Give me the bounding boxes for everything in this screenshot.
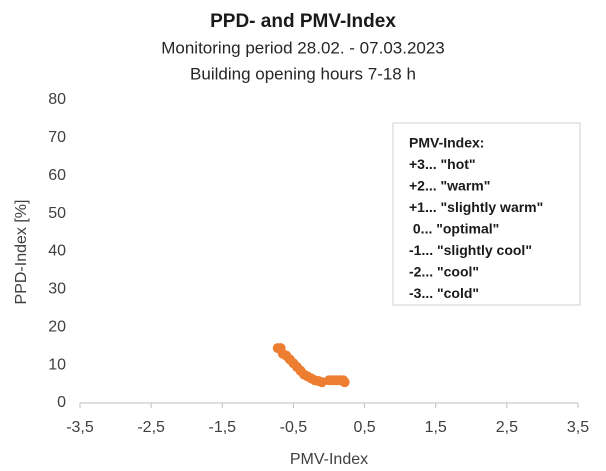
x-tick-label: 3,5: [567, 419, 589, 436]
annotation-box: [392, 122, 581, 306]
y-tick-label: 40: [48, 243, 66, 260]
x-tick-label: 2,5: [496, 419, 518, 436]
x-axis-label: PMV-Index: [290, 451, 368, 468]
y-axis-label: PPD-Index [%]: [13, 200, 30, 305]
x-tick-label: -3,5: [66, 419, 94, 436]
x-tick-label: -0,5: [280, 419, 308, 436]
subtitle: Monitoring period 28.02. - 07.03.2023: [161, 38, 445, 57]
point: [339, 377, 350, 388]
x-tick-label: 1,5: [425, 419, 447, 436]
x-tick-label: -2,5: [137, 419, 165, 436]
y-tick-label: 20: [48, 318, 66, 335]
annotation-line: 0... "optimal": [409, 221, 499, 237]
annotation-line: -3... "cold": [409, 285, 479, 301]
y-tick-label: 80: [48, 91, 66, 108]
y-tick-label: 0: [57, 394, 66, 411]
chart-title: PPD- and PMV-Index: [210, 11, 396, 32]
y-tick-label: 70: [48, 129, 66, 146]
subtitle: Building opening hours 7-18 h: [190, 64, 416, 83]
y-tick-label: 30: [48, 281, 66, 298]
x-tick-label: 0,5: [353, 419, 375, 436]
annotation-line: -1... "slightly cool": [409, 242, 532, 258]
y-tick-label: 10: [48, 356, 66, 373]
annotation-line: +2... "warm": [409, 178, 490, 194]
y-tick-label: 50: [48, 205, 66, 222]
annotation-line: PMV-Index:: [409, 135, 484, 151]
y-tick-label: 60: [48, 167, 66, 184]
annotation-line: +1... "slightly warm": [409, 199, 543, 215]
x-tick-label: -1,5: [208, 419, 236, 436]
annotation-line: +3... "hot": [409, 156, 476, 172]
annotation-line: -2... "cool": [409, 264, 479, 280]
